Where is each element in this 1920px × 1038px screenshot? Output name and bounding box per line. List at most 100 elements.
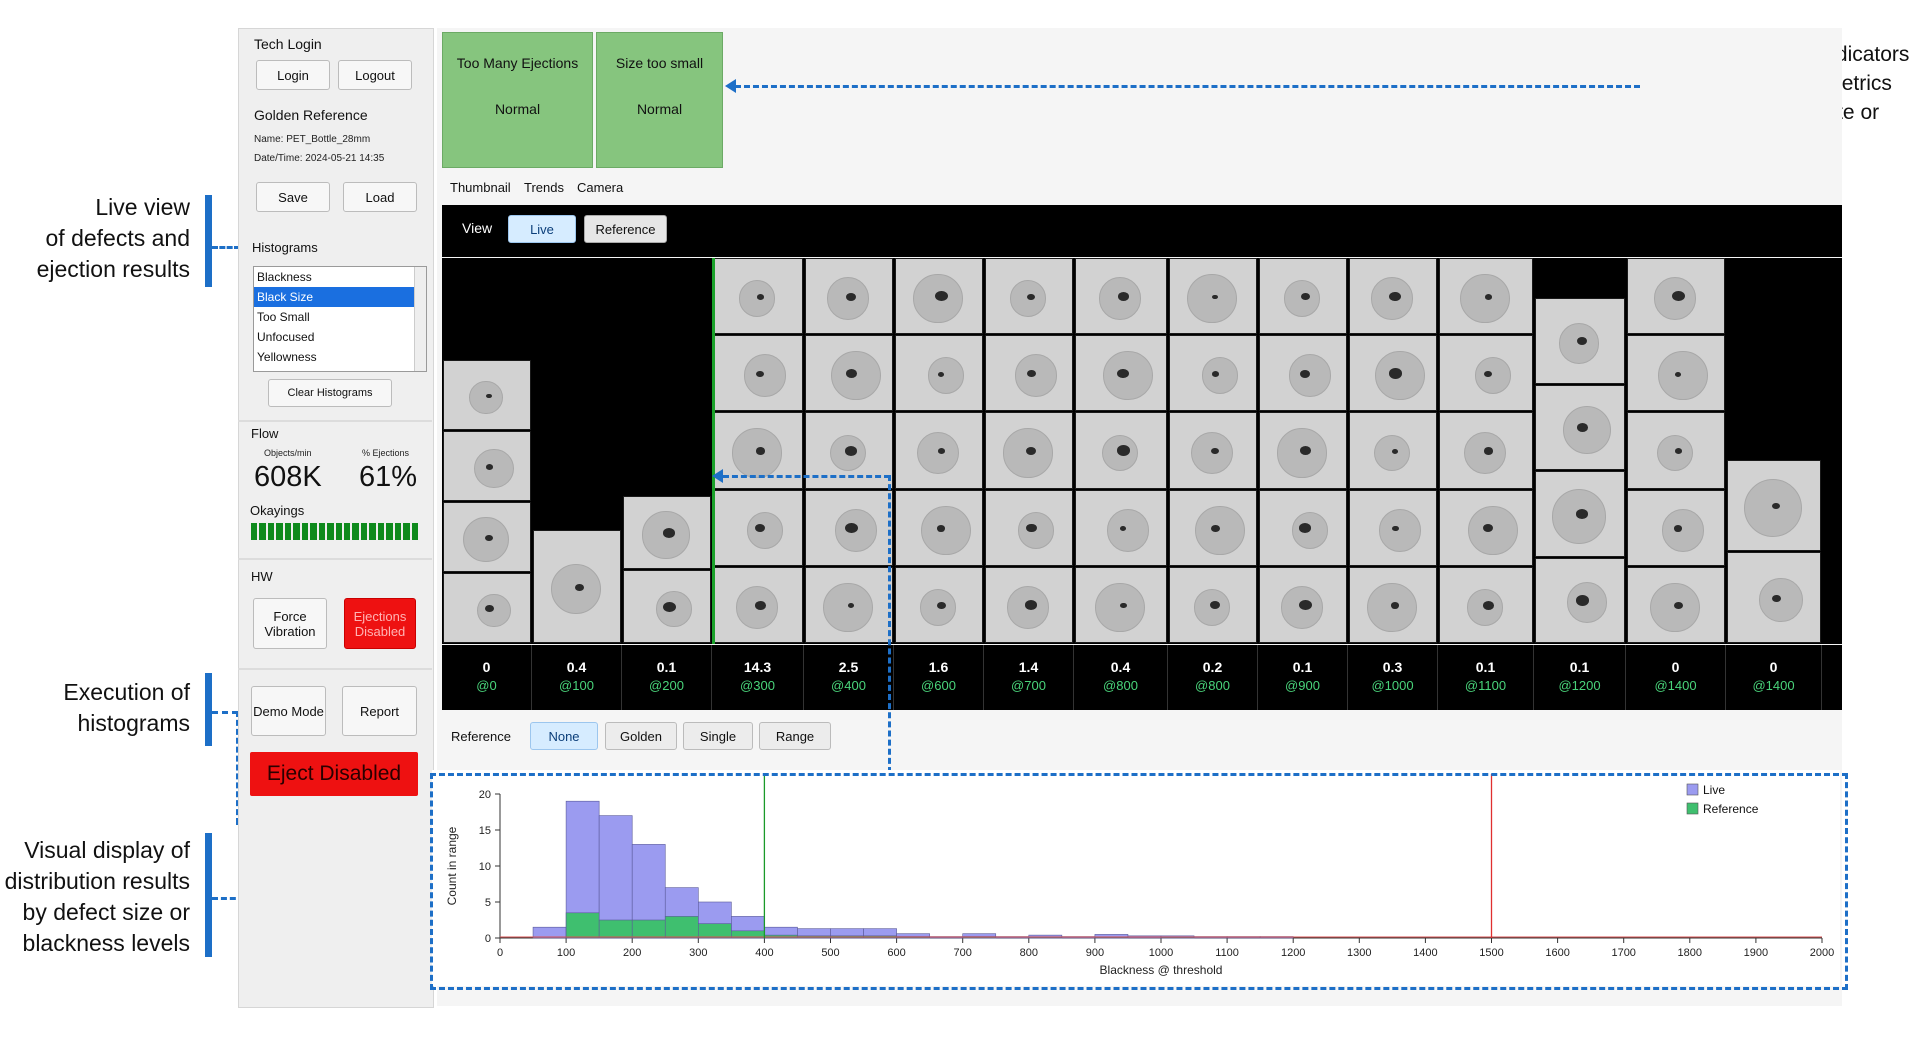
defect-thumbnail[interactable] bbox=[1169, 489, 1257, 566]
defect-thumbnail[interactable] bbox=[895, 335, 983, 412]
thumbnail-column[interactable] bbox=[1534, 258, 1626, 644]
thumbnail-column[interactable] bbox=[1258, 258, 1348, 644]
defect-thumbnail[interactable] bbox=[985, 566, 1073, 643]
defect-thumbnail[interactable] bbox=[1075, 412, 1167, 489]
live-button[interactable]: Live bbox=[508, 215, 576, 243]
defect-thumbnail[interactable] bbox=[1627, 489, 1725, 566]
ejections-disabled-button[interactable]: Ejections Disabled bbox=[344, 598, 416, 649]
thumbnail-column[interactable] bbox=[532, 258, 622, 644]
defect-thumbnail[interactable] bbox=[1439, 489, 1533, 566]
defect-thumbnail[interactable] bbox=[623, 570, 711, 643]
list-item[interactable]: Too Small bbox=[257, 310, 310, 324]
defect-thumbnail[interactable] bbox=[1259, 489, 1347, 566]
defect-thumbnail[interactable] bbox=[1439, 566, 1533, 643]
list-item[interactable]: Blackness bbox=[257, 270, 312, 284]
reference-none-button[interactable]: None bbox=[530, 722, 598, 750]
defect-thumbnail[interactable] bbox=[1535, 298, 1625, 384]
defect-thumbnail[interactable] bbox=[1535, 471, 1625, 557]
defect-thumbnail[interactable] bbox=[1259, 335, 1347, 412]
thumbnail-column[interactable] bbox=[1074, 258, 1168, 644]
defect-thumbnail[interactable] bbox=[895, 489, 983, 566]
thumbnail-column[interactable] bbox=[712, 258, 804, 644]
defect-thumbnail[interactable] bbox=[1349, 335, 1437, 412]
defect-thumbnail[interactable] bbox=[1349, 258, 1437, 335]
defect-thumbnail[interactable] bbox=[1627, 258, 1725, 335]
demo-mode-button[interactable]: Demo Mode bbox=[251, 686, 326, 736]
defect-thumbnail[interactable] bbox=[1627, 566, 1725, 643]
defect-thumbnail[interactable] bbox=[1259, 566, 1347, 643]
defect-thumbnail[interactable] bbox=[1075, 335, 1167, 412]
reference-golden-button[interactable]: Golden bbox=[605, 722, 677, 750]
reference-range-button[interactable]: Range bbox=[759, 722, 831, 750]
thumbnail-column[interactable] bbox=[804, 258, 894, 644]
thumbnail-column[interactable] bbox=[1626, 258, 1726, 644]
defect-thumbnail[interactable] bbox=[1439, 258, 1533, 335]
tab-trends[interactable]: Trends bbox=[524, 180, 564, 195]
thumbnail-column[interactable] bbox=[622, 258, 712, 644]
defect-thumbnail[interactable] bbox=[713, 335, 803, 412]
defect-thumbnail[interactable] bbox=[1727, 552, 1821, 643]
list-item[interactable]: Unfocused bbox=[257, 330, 315, 344]
defect-thumbnail[interactable] bbox=[1169, 258, 1257, 335]
defect-thumbnail[interactable] bbox=[1259, 412, 1347, 489]
defect-thumbnail[interactable] bbox=[1075, 489, 1167, 566]
defect-thumbnail[interactable] bbox=[1169, 335, 1257, 412]
defect-thumbnail[interactable] bbox=[1627, 335, 1725, 412]
report-button[interactable]: Report bbox=[342, 686, 417, 736]
defect-thumbnail[interactable] bbox=[805, 489, 893, 566]
thumbnail-column[interactable] bbox=[1438, 258, 1534, 644]
list-item[interactable]: Yellowness bbox=[257, 350, 317, 364]
defect-thumbnail[interactable] bbox=[1169, 566, 1257, 643]
defect-thumbnail[interactable] bbox=[805, 258, 893, 335]
defect-thumbnail[interactable] bbox=[1535, 384, 1625, 470]
load-button[interactable]: Load bbox=[343, 182, 417, 212]
defect-thumbnail[interactable] bbox=[443, 360, 531, 430]
defect-thumbnail[interactable] bbox=[443, 573, 531, 643]
defect-thumbnail[interactable] bbox=[1535, 557, 1625, 643]
defect-thumbnail[interactable] bbox=[985, 412, 1073, 489]
defect-thumbnail[interactable] bbox=[1075, 258, 1167, 335]
tab-camera[interactable]: Camera bbox=[577, 180, 624, 195]
defect-thumbnail[interactable] bbox=[1439, 335, 1533, 412]
defect-thumbnail[interactable] bbox=[713, 566, 803, 643]
thumbnail-column[interactable] bbox=[1726, 258, 1822, 644]
histogram-list[interactable]: Blackness Black Size Too Small Unfocused… bbox=[253, 266, 427, 372]
defect-thumbnail[interactable] bbox=[1349, 566, 1437, 643]
tab-thumbnail[interactable]: Thumbnail bbox=[450, 180, 511, 195]
save-button[interactable]: Save bbox=[256, 182, 330, 212]
defect-thumbnail[interactable] bbox=[1169, 412, 1257, 489]
thumbnail-column[interactable] bbox=[1348, 258, 1438, 644]
defect-thumbnail[interactable] bbox=[895, 566, 983, 643]
defect-thumbnail[interactable] bbox=[985, 489, 1073, 566]
list-item[interactable]: Black Size bbox=[254, 287, 415, 307]
reference-view-button[interactable]: Reference bbox=[584, 215, 667, 243]
defect-thumbnail[interactable] bbox=[713, 489, 803, 566]
thumbnail-column[interactable] bbox=[894, 258, 984, 644]
defect-thumbnail[interactable] bbox=[985, 258, 1073, 335]
defect-thumbnail[interactable] bbox=[1075, 566, 1167, 643]
defect-thumbnail[interactable] bbox=[713, 258, 803, 335]
force-vibration-button[interactable]: Force Vibration bbox=[253, 598, 327, 649]
thumbnail-column[interactable] bbox=[1168, 258, 1258, 644]
defect-thumbnail[interactable] bbox=[1727, 460, 1821, 551]
defect-thumbnail[interactable] bbox=[895, 258, 983, 335]
thumbnail-column[interactable] bbox=[984, 258, 1074, 644]
scrollbar[interactable] bbox=[414, 267, 426, 371]
defect-thumbnail[interactable] bbox=[805, 335, 893, 412]
defect-thumbnail[interactable] bbox=[985, 335, 1073, 412]
thumbnail-column[interactable] bbox=[442, 258, 532, 644]
defect-thumbnail[interactable] bbox=[805, 566, 893, 643]
defect-thumbnail[interactable] bbox=[1349, 412, 1437, 489]
defect-thumbnail[interactable] bbox=[623, 496, 711, 569]
clear-histograms-button[interactable]: Clear Histograms bbox=[268, 379, 392, 407]
logout-button[interactable]: Logout bbox=[338, 60, 412, 90]
defect-thumbnail[interactable] bbox=[443, 502, 531, 572]
defect-thumbnail[interactable] bbox=[1627, 412, 1725, 489]
defect-thumbnail[interactable] bbox=[1349, 489, 1437, 566]
login-button[interactable]: Login bbox=[256, 60, 330, 90]
reference-single-button[interactable]: Single bbox=[683, 722, 753, 750]
defect-thumbnail[interactable] bbox=[895, 412, 983, 489]
defect-thumbnail[interactable] bbox=[443, 431, 531, 501]
defect-thumbnail[interactable] bbox=[1259, 258, 1347, 335]
defect-thumbnail[interactable] bbox=[1439, 412, 1533, 489]
